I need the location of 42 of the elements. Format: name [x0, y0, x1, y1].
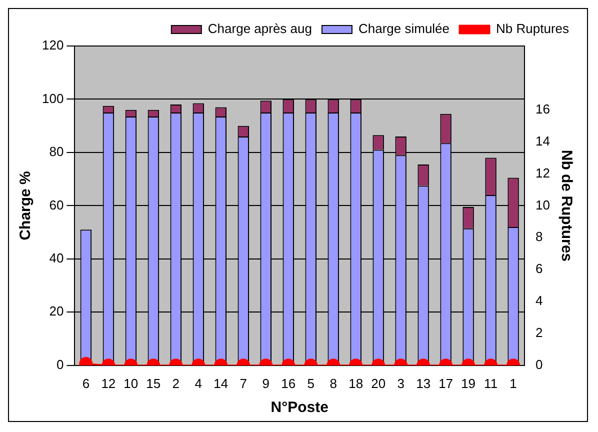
y-tick-label: 100	[42, 90, 64, 106]
x-tick-label: 9	[262, 376, 270, 391]
y2-tick-label: 14	[536, 133, 550, 148]
x-tick-label: 20	[371, 376, 386, 391]
y2-tick-label: 0	[536, 356, 543, 372]
y-tick-label: 40	[49, 250, 64, 266]
y2-tick-label: 12	[536, 165, 550, 180]
x-tick-label: 15	[146, 376, 161, 391]
x-tick-label: 16	[281, 376, 296, 391]
y-tick-label: 20	[49, 304, 64, 319]
x-tick-label: 8	[330, 376, 337, 391]
legend-label: Charge simulée	[358, 21, 450, 36]
x-tick-label: 19	[461, 376, 476, 391]
y-tick-label: 60	[49, 197, 64, 212]
x-axis-title: N°Poste	[270, 399, 328, 416]
x-tick-label: 2	[172, 376, 180, 391]
x-tick-label: 5	[307, 376, 314, 391]
y2-tick-label: 16	[536, 101, 550, 116]
y-tick-label: 120	[42, 38, 64, 53]
x-tick-label: 14	[214, 376, 228, 391]
x-tick-label: 7	[240, 376, 247, 391]
x-tick-label: 18	[348, 376, 364, 391]
legend-label: Charge après aug	[208, 21, 312, 36]
legend-label: Nb Ruptures	[496, 21, 570, 36]
y2-tick-label: 4	[536, 293, 543, 308]
y2-tick-label: 2	[536, 325, 543, 340]
x-tick-label: 12	[101, 376, 116, 391]
x-tick-label: 4	[194, 376, 202, 391]
y2-tick-label: 10	[536, 197, 550, 212]
y2-tick-label: 8	[536, 229, 543, 244]
y-tick-label: 0	[56, 356, 64, 372]
y2-axis-title: Nb de Ruptures	[558, 150, 575, 262]
x-tick-label: 10	[124, 376, 138, 391]
x-tick-label: 3	[397, 376, 404, 391]
y2-tick-label: 6	[536, 261, 543, 276]
y-axis-title: Charge %	[17, 171, 34, 240]
y-tick-label: 80	[49, 144, 64, 160]
x-tick-label: 6	[82, 376, 90, 391]
x-tick-label: 1	[510, 376, 517, 391]
x-tick-label: 11	[484, 376, 498, 391]
x-tick-label: 13	[416, 376, 431, 391]
x-tick-label: 17	[438, 376, 454, 391]
